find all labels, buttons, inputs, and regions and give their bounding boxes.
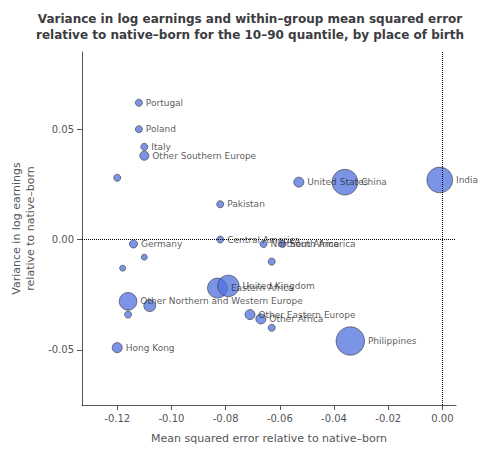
svg-text:Other Northern and Western Eur: Other Northern and Western Europe [140,296,303,306]
svg-text:-0.08: -0.08 [213,413,239,424]
svg-text:0.05: 0.05 [52,124,74,135]
svg-text:Poland: Poland [146,124,176,134]
svg-text:0.00: 0.00 [52,234,74,245]
svg-text:Other Southern Europe: Other Southern Europe [152,151,256,161]
svg-text:-0.12: -0.12 [104,413,130,424]
svg-text:relative to native–born for th: relative to native–born for the 10–90 qu… [36,28,464,42]
svg-text:United States: United States [307,177,368,187]
svg-text:South America: South America [289,239,355,249]
svg-text:-0.02: -0.02 [375,413,401,424]
svg-text:-0.05: -0.05 [48,344,74,355]
svg-text:Central America: Central America [227,234,300,245]
svg-text:Mean squared error relative to: Mean squared error relative to native–bo… [151,432,387,445]
svg-text:Italy: Italy [151,141,171,152]
svg-text:Germany: Germany [141,239,183,249]
svg-text:relative to native–born: relative to native–born [24,166,37,290]
svg-text:-0.06: -0.06 [267,413,293,424]
svg-text:India: India [456,175,478,185]
svg-text:Hong Kong: Hong Kong [126,343,175,353]
svg-text:United Kingdom: United Kingdom [242,281,314,291]
svg-text:Other Africa: Other Africa [269,314,323,324]
svg-text:China: China [361,177,387,187]
svg-text:Pakistan: Pakistan [227,199,265,209]
svg-text:-0.10: -0.10 [158,413,184,424]
svg-text:Variance in log earnings and w: Variance in log earnings and within–grou… [38,12,463,26]
svg-text:-0.04: -0.04 [321,413,347,424]
svg-text:Philippines: Philippines [368,336,417,346]
svg-text:Portugal: Portugal [146,98,183,108]
svg-text:Variance in log earnings: Variance in log earnings [10,162,23,295]
svg-text:0.00: 0.00 [431,413,453,424]
